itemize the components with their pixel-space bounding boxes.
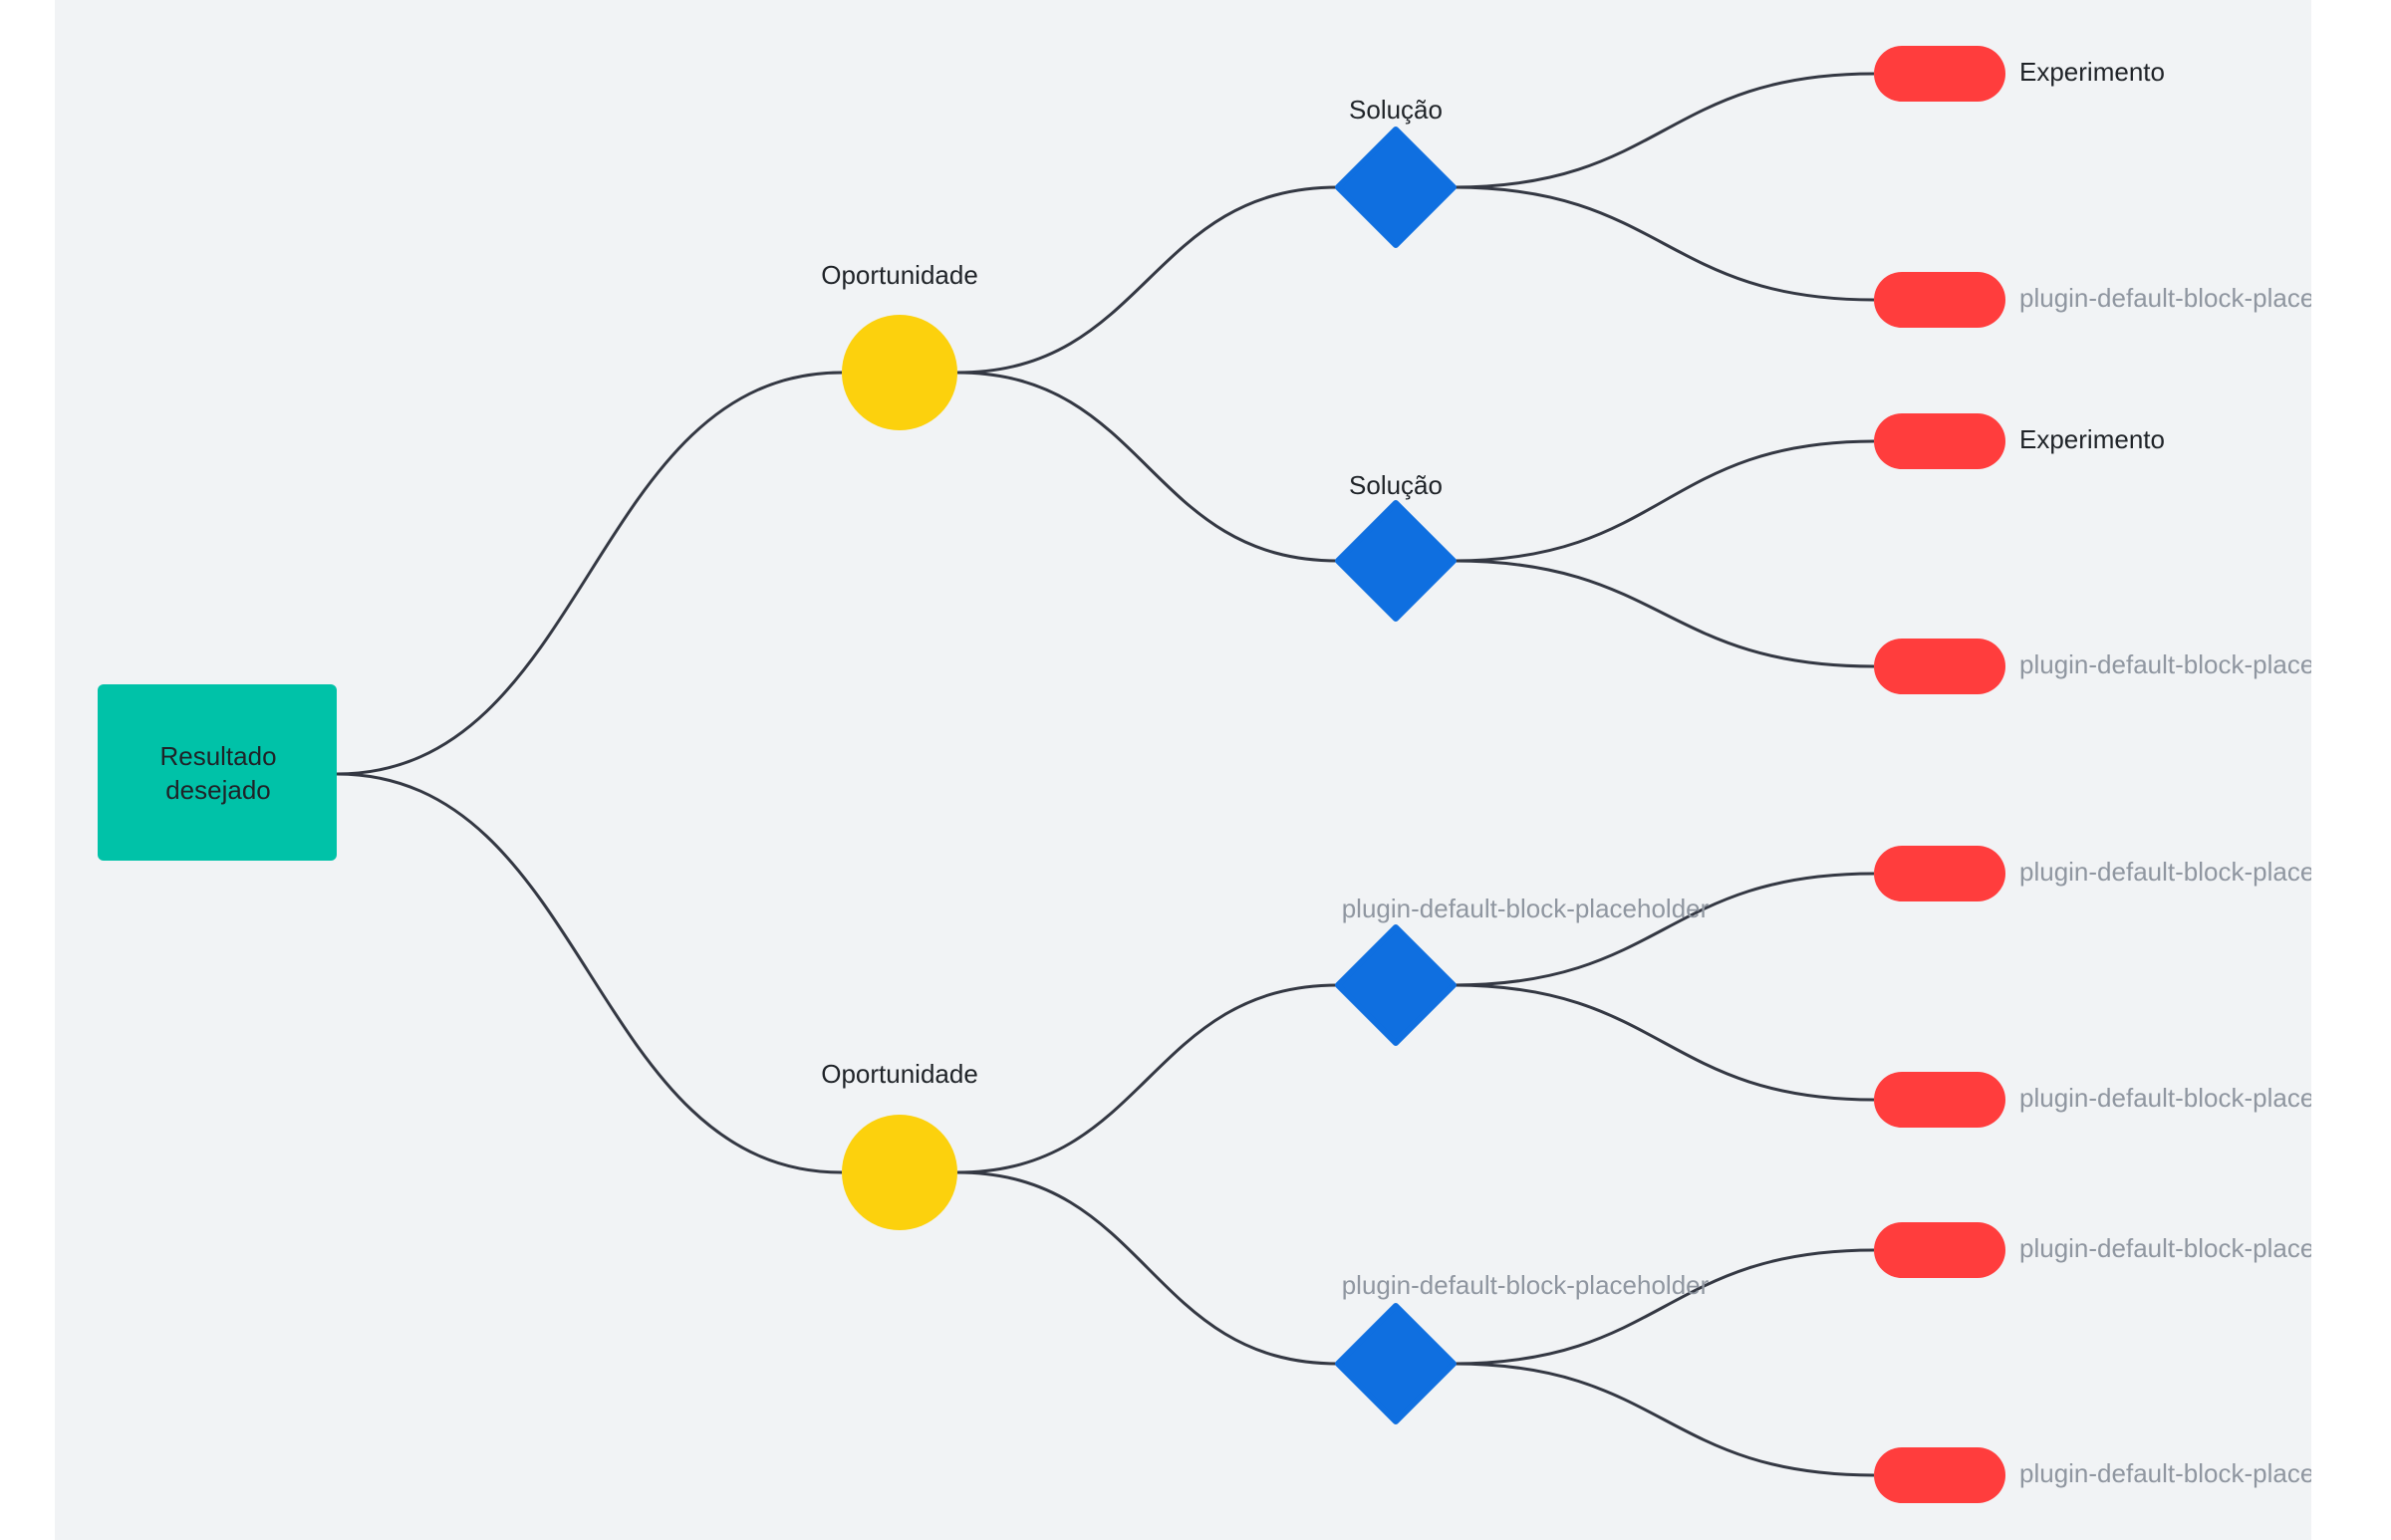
connector-edge xyxy=(1453,872,1875,987)
node-label: Resultado xyxy=(159,741,276,771)
node-label: Oportunidade xyxy=(821,260,978,290)
connector-edge xyxy=(956,1170,1339,1366)
connector-edge xyxy=(956,983,1339,1174)
experiment-node[interactable] xyxy=(1874,639,2005,694)
experiment-node[interactable] xyxy=(1874,413,2005,469)
connector-edge xyxy=(956,185,1339,375)
node-label: plugin-default-block-placeholder xyxy=(2019,283,2311,313)
opportunity-node[interactable] xyxy=(842,1115,957,1230)
node-label: Solução xyxy=(1349,95,1443,125)
opportunity-solution-tree: Resultado desejado Oportunidade Solução Expe… xyxy=(98,46,2311,1503)
connector-edge xyxy=(336,772,843,1174)
node-label: plugin-default-block-placeholder xyxy=(2019,1458,2311,1488)
node-label: Oportunidade xyxy=(821,1059,978,1089)
node-label: desejado xyxy=(165,775,271,805)
experiment-node[interactable] xyxy=(1874,1072,2005,1128)
connector-edge xyxy=(956,371,1339,563)
node-label: plugin-default-block-placeholder xyxy=(2019,1083,2311,1113)
node-label: plugin-default-block-placeholder xyxy=(2019,1233,2311,1263)
connector-edge xyxy=(1453,439,1875,563)
root-outcome-node[interactable] xyxy=(98,684,337,861)
experiment-node[interactable] xyxy=(1874,1222,2005,1278)
connector-edge xyxy=(1453,185,1875,302)
connector-edge xyxy=(1453,983,1875,1102)
node-label: Solução xyxy=(1349,470,1443,500)
node-label: plugin-default-block-placeholder xyxy=(2019,649,2311,679)
connector-edge xyxy=(1453,1248,1875,1366)
node-label: plugin-default-block-placeholder xyxy=(1342,894,1710,923)
solution-node[interactable] xyxy=(1335,127,1457,248)
opportunity-node[interactable] xyxy=(842,315,957,430)
node-label: Experimento xyxy=(2019,57,2165,87)
node-label: Experimento xyxy=(2019,424,2165,454)
connector-edge xyxy=(1453,1362,1875,1477)
solution-node[interactable] xyxy=(1335,1303,1457,1424)
connector-edge xyxy=(1453,72,1875,189)
experiment-node[interactable] xyxy=(1874,272,2005,328)
node-label: plugin-default-block-placeholder xyxy=(1342,1270,1710,1300)
experiment-node[interactable] xyxy=(1874,46,2005,102)
experiment-node[interactable] xyxy=(1874,1447,2005,1503)
connector-edge xyxy=(336,371,843,776)
solution-node[interactable] xyxy=(1335,500,1457,622)
experiment-node[interactable] xyxy=(1874,846,2005,901)
node-label: plugin-default-block-placeholder xyxy=(2019,857,2311,887)
connector-edge xyxy=(1453,559,1875,668)
whiteboard-canvas[interactable]: Resultado desejado Oportunidade Solução Expe… xyxy=(55,0,2311,1540)
solution-node[interactable] xyxy=(1335,924,1457,1046)
